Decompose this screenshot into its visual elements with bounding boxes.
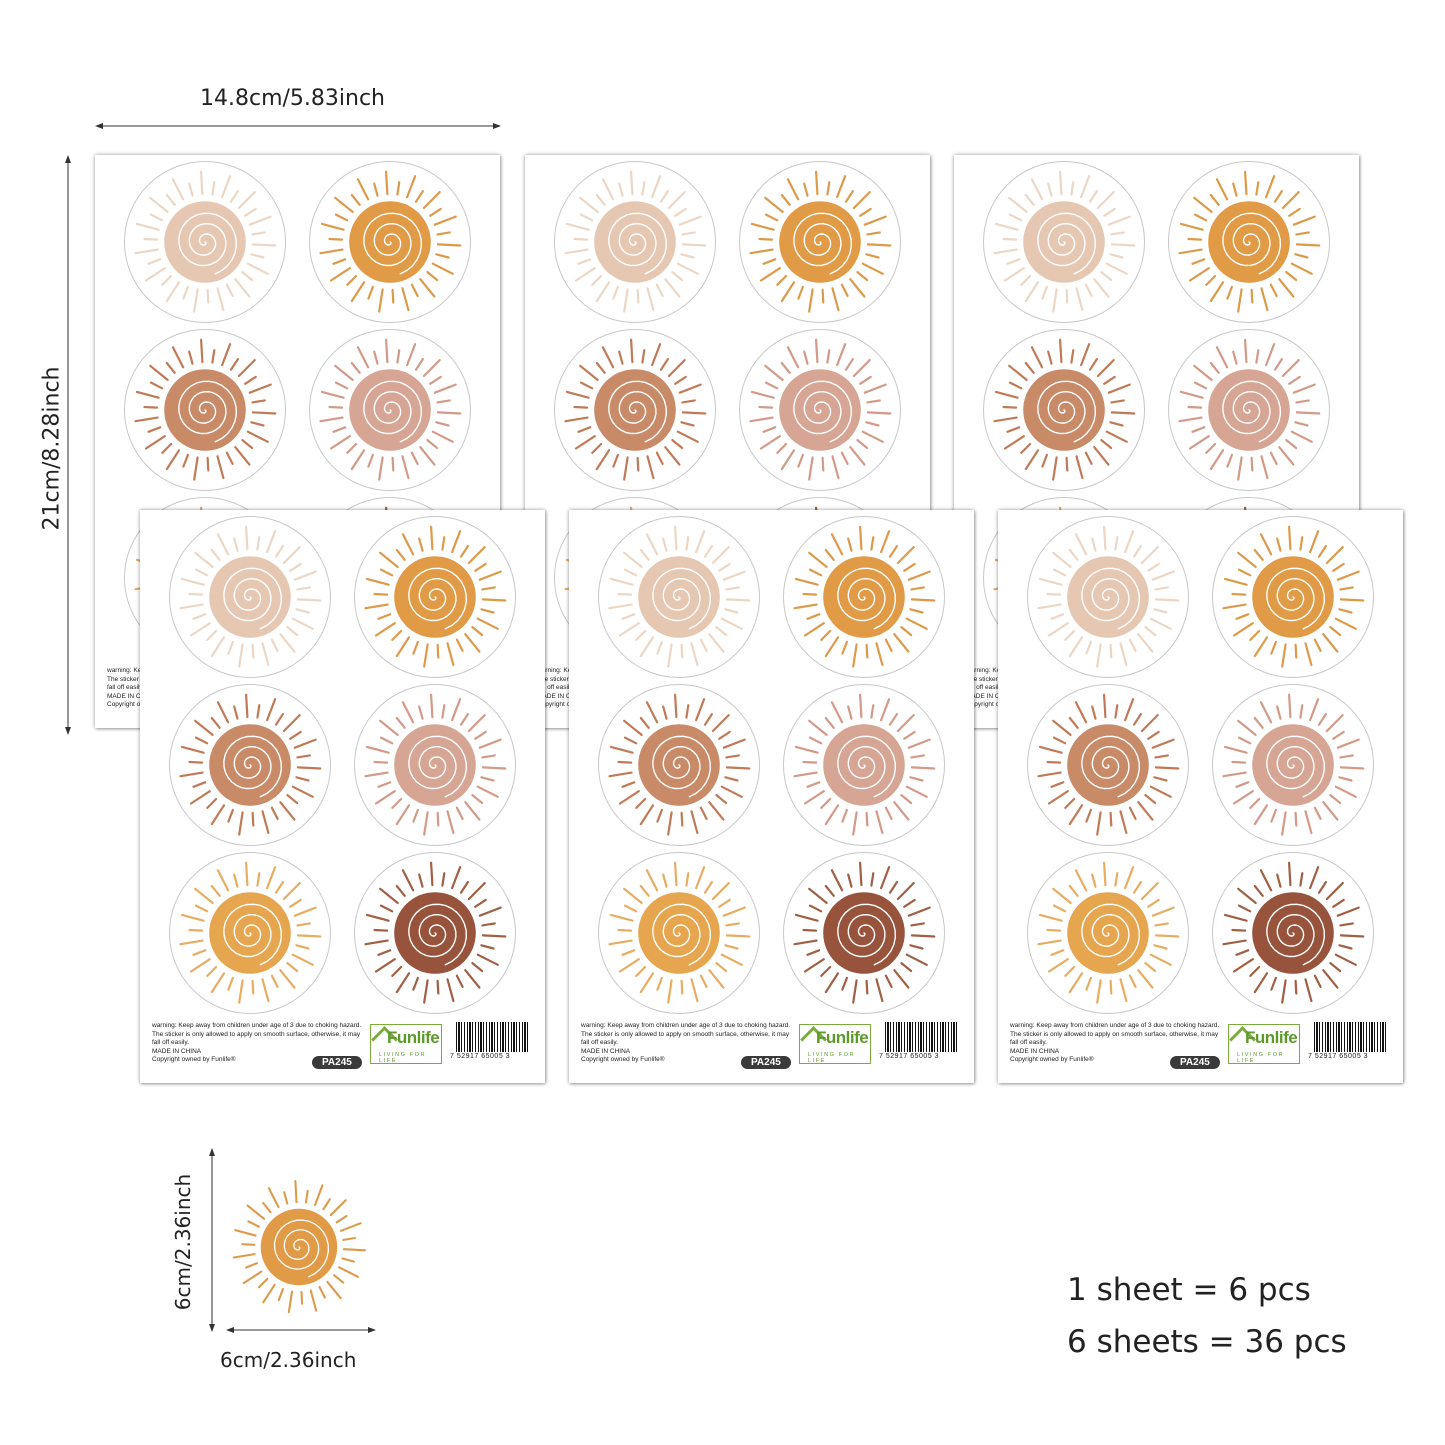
product-code-badge: PA245: [741, 1056, 791, 1069]
funlife-logo: Funlife LIVING FOR LIFE: [370, 1024, 442, 1064]
sticker-sheet: warning: Keep away from children under a…: [998, 510, 1403, 1083]
sun-sticker: [1212, 852, 1374, 1014]
quantity-line-1: 1 sheet = 6 pcs: [1067, 1272, 1311, 1308]
sun-sticker: [554, 161, 716, 323]
logo-wordmark: Funlife: [387, 1028, 440, 1047]
sun-sticker: [354, 516, 516, 678]
logo-tagline: LIVING FOR LIFE: [808, 1052, 856, 1064]
barcode: 7 52917 65005 3: [1308, 1022, 1392, 1064]
sun-sticker: [783, 852, 945, 1014]
sun-sticker: [309, 161, 471, 323]
warning-text: warning: Keep away from children under a…: [1010, 1022, 1220, 1064]
warning-text: warning: Keep away from children under a…: [581, 1022, 791, 1064]
barcode: 7 52917 65005 3: [879, 1022, 963, 1064]
sheet-footer: warning: Keep away from children under a…: [1010, 1022, 1390, 1072]
sun-sticker: [1212, 516, 1374, 678]
sheet-footer: warning: Keep away from children under a…: [581, 1022, 961, 1072]
sheet-width-label: 14.8cm/5.83inch: [200, 86, 386, 111]
funlife-logo: Funlife LIVING FOR LIFE: [1228, 1024, 1300, 1064]
sun-sticker: [169, 852, 331, 1014]
sheet-height-label: 21cm/8.28inch: [39, 366, 65, 531]
barcode-number: 7 52917 65005 3: [450, 1053, 511, 1060]
sun-sticker: [124, 329, 286, 491]
sticker-width-label: 6cm/2.36inch: [220, 1348, 357, 1372]
sun-sticker: [354, 684, 516, 846]
sun-sticker: [169, 516, 331, 678]
sun-sticker: [1027, 516, 1189, 678]
sticker-height-arrow: [209, 1148, 215, 1332]
barcode-number: 7 52917 65005 3: [1308, 1053, 1369, 1060]
logo-tagline: LIVING FOR LIFE: [379, 1052, 427, 1064]
sun-sticker: [598, 684, 760, 846]
sticker-sheet: warning: Keep away from children under a…: [569, 510, 974, 1083]
sheet-height-arrow: [65, 155, 71, 735]
sun-sticker: [1027, 852, 1189, 1014]
sticker-sheet: warning: Keep away from children under a…: [140, 510, 545, 1083]
sun-sticker: [169, 684, 331, 846]
sun-sticker: [983, 161, 1145, 323]
sun-sticker: [1027, 684, 1189, 846]
sticker-sheet: warning: Keep away from children under a…: [95, 155, 500, 728]
sun-sticker: [309, 329, 471, 491]
sun-sticker: [598, 852, 760, 1014]
single-sticker-sample: [224, 1172, 374, 1322]
sun-sticker: [783, 684, 945, 846]
sheet-width-arrow: [95, 123, 501, 129]
product-code-badge: PA245: [1170, 1056, 1220, 1069]
sheet-footer: warning: Keep away from children under a…: [152, 1022, 532, 1072]
funlife-logo: Funlife LIVING FOR LIFE: [799, 1024, 871, 1064]
sticker-width-arrow: [226, 1327, 376, 1333]
sun-sticker: [739, 161, 901, 323]
sun-sticker: [739, 329, 901, 491]
quantity-line-2: 6 sheets = 36 pcs: [1067, 1324, 1347, 1360]
barcode: 7 52917 65005 3: [450, 1022, 534, 1064]
logo-wordmark: Funlife: [816, 1028, 869, 1047]
sun-sticker: [598, 516, 760, 678]
sun-sticker: [554, 329, 716, 491]
sun-sticker: [354, 852, 516, 1014]
sun-sticker: [124, 161, 286, 323]
product-code-badge: PA245: [312, 1056, 362, 1069]
sun-sticker: [1212, 684, 1374, 846]
barcode-number: 7 52917 65005 3: [879, 1053, 940, 1060]
logo-tagline: LIVING FOR LIFE: [1237, 1052, 1285, 1064]
sun-sticker: [783, 516, 945, 678]
sun-sticker: [1168, 329, 1330, 491]
logo-wordmark: Funlife: [1245, 1028, 1298, 1047]
sticker-height-label: 6cm/2.36inch: [171, 1173, 195, 1311]
sun-sticker: [1168, 161, 1330, 323]
warning-text: warning: Keep away from children under a…: [152, 1022, 362, 1064]
sun-sticker: [983, 329, 1145, 491]
